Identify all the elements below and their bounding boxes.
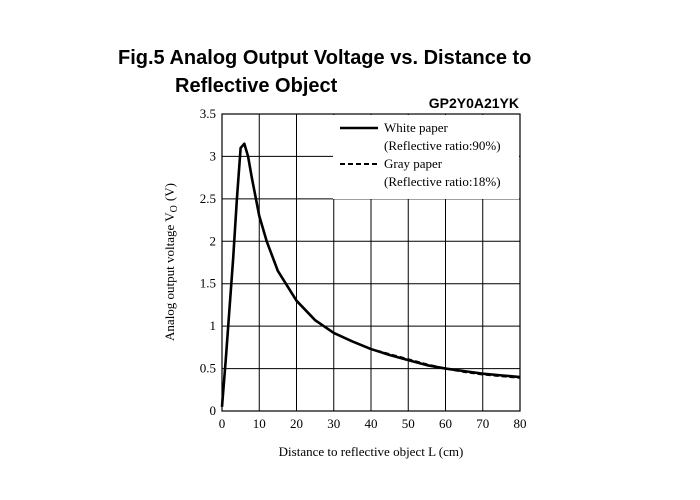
y-tick-label: 0 <box>210 403 217 418</box>
y-tick-label: 1.5 <box>200 276 216 291</box>
x-tick-label: 30 <box>327 416 340 431</box>
x-tick-label: 80 <box>514 416 527 431</box>
x-tick-label: 50 <box>402 416 415 431</box>
y-tick-label: 2.5 <box>200 191 216 206</box>
x-tick-label: 0 <box>219 416 226 431</box>
x-tick-label: 70 <box>476 416 489 431</box>
y-axis-label-text: Analog output voltage V <box>162 212 177 341</box>
x-tick-label: 60 <box>439 416 452 431</box>
y-tick-label: 3 <box>210 148 217 163</box>
y-axis-label-unit: (V) <box>162 183 177 201</box>
y-tick-label: 3.5 <box>200 106 216 121</box>
data-line <box>221 142 521 407</box>
chart-title: Fig.5 Analog Output Voltage vs. Distance… <box>118 47 531 69</box>
x-tick-label: 10 <box>253 416 266 431</box>
y-tick-label: 2 <box>210 233 217 248</box>
y-axis-label-subscript: O <box>169 205 180 212</box>
legend-note: (Reflective ratio:90%) <box>384 138 501 153</box>
y-axis-label: Analog output voltage VO (V) <box>162 183 180 341</box>
x-tick-label: 40 <box>365 416 378 431</box>
chart-title: Reflective Object <box>175 75 338 97</box>
y-tick-label: 1 <box>210 318 217 333</box>
plot-frame <box>221 113 521 412</box>
legend-note: (Reflective ratio:18%) <box>384 174 501 189</box>
x-tick-label: 20 <box>290 416 303 431</box>
legend-label: Gray paper <box>384 156 443 171</box>
x-axis-label: Distance to reflective object L (cm) <box>279 444 464 459</box>
y-tick-label: 0.5 <box>200 361 216 376</box>
legend-label: White paper <box>384 120 449 135</box>
chart-subtitle: GP2Y0A21YK <box>429 95 519 111</box>
